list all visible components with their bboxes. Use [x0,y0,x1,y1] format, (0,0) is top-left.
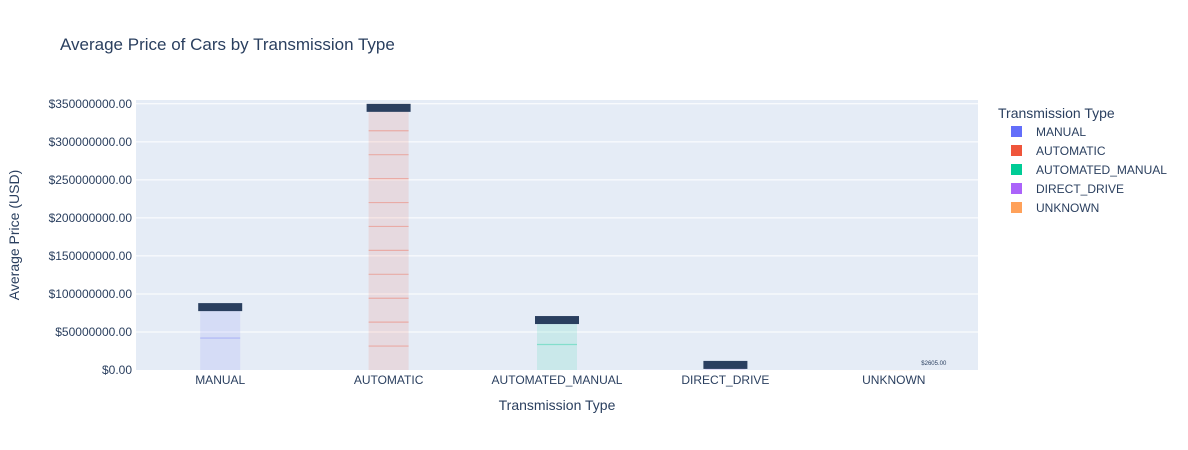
x-tick-label: AUTOMATED_MANUAL [492,373,623,387]
gridlines [136,103,978,333]
legend-item-unknown[interactable]: UNKNOWN [1011,201,1099,215]
bars[interactable]: $2605.00 [198,103,947,371]
y-tick-label: $300000000.00 [49,135,133,149]
x-axis-ticks: MANUAL AUTOMATIC AUTOMATED_MANUAL DIRECT_DR… [195,373,925,387]
x-axis-title: Transmission Type [499,397,616,413]
legend[interactable]: MANUAL AUTOMATIC AUTOMATED_MANUAL DIRECT_DR… [1011,125,1167,215]
overlapping-value-labels [366,103,411,112]
x-tick-label: UNKNOWN [862,373,925,387]
legend-item-automatic[interactable]: AUTOMATIC [1011,144,1106,158]
y-tick-label: $350000000.00 [49,97,133,111]
plot-area [136,100,978,370]
legend-swatch [1011,164,1022,175]
y-tick-label: $150000000.00 [49,249,133,263]
legend-label: DIRECT_DRIVE [1036,182,1124,196]
overlapping-value-labels [535,316,579,325]
legend-swatch [1011,183,1022,194]
y-tick-label: $0.00 [102,363,132,377]
bar-automatic[interactable] [368,106,409,371]
x-tick-label: DIRECT_DRIVE [681,373,769,387]
y-tick-label: $100000000.00 [49,287,133,301]
y-tick-label: $200000000.00 [49,211,133,225]
legend-label: UNKNOWN [1036,201,1099,215]
y-axis-ticks: $0.00 $50000000.00 $100000000.00 $150000000… [49,97,133,377]
legend-item-direct-drive[interactable]: DIRECT_DRIVE [1011,182,1124,196]
legend-label: AUTOMATED_MANUAL [1036,163,1167,177]
legend-swatch [1011,145,1022,156]
overlapping-value-labels [703,360,748,369]
y-tick-label: $250000000.00 [49,173,133,187]
y-axis-title: Average Price (USD) [6,170,22,300]
x-tick-label: AUTOMATIC [354,373,424,387]
chart-title: Average Price of Cars by Transmission Ty… [60,35,395,54]
legend-swatch [1011,126,1022,137]
legend-title: Transmission Type [998,105,1115,121]
bar-automated-manual[interactable] [537,319,577,370]
legend-swatch [1011,202,1022,213]
legend-item-manual[interactable]: MANUAL [1011,125,1086,139]
value-annotation: $2605.00 [921,361,947,367]
bar-unknown[interactable] [873,369,914,371]
x-tick-label: MANUAL [195,373,245,387]
legend-label: MANUAL [1036,125,1086,139]
y-tick-label: $50000000.00 [55,325,132,339]
legend-label: AUTOMATIC [1036,144,1106,158]
overlapping-value-labels [198,303,243,312]
bar-manual[interactable] [200,306,241,370]
legend-item-automated-manual[interactable]: AUTOMATED_MANUAL [1011,163,1167,177]
